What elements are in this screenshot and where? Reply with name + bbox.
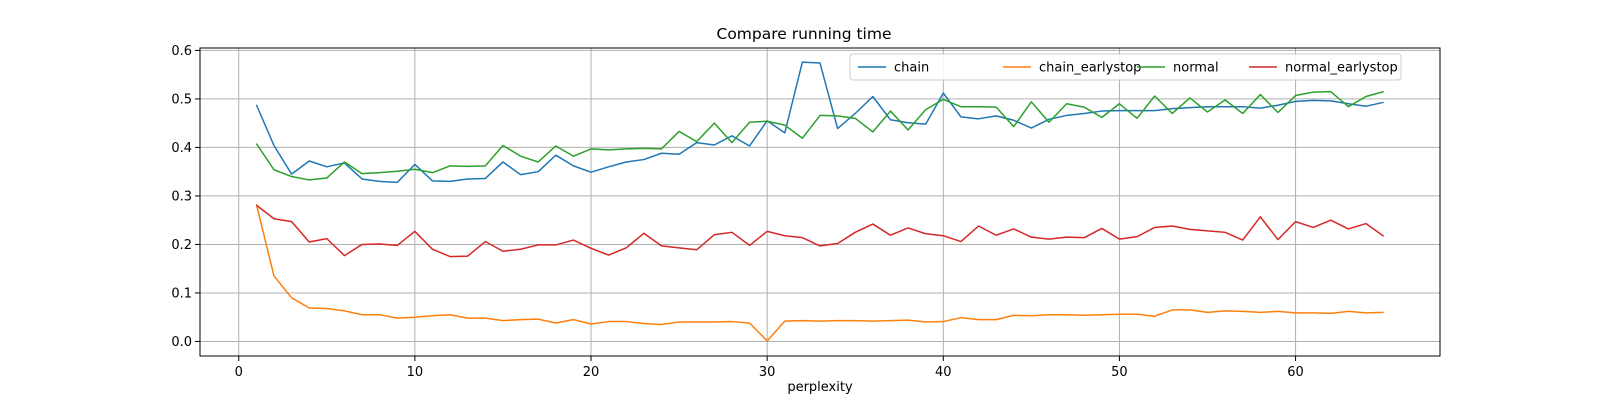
x-tick-label: 20 — [583, 365, 600, 380]
x-axis-label: perplexity — [787, 380, 853, 395]
series-line-chain — [255, 61, 1384, 184]
legend-label-normal: normal — [1173, 61, 1219, 76]
legend-label-chain-earlystop: chain_earlystop — [1039, 61, 1141, 76]
y-tick-label: 0.3 — [171, 189, 192, 204]
x-tick-label: 10 — [407, 365, 424, 380]
y-tick-label: 0.6 — [171, 44, 192, 59]
y-axis: 0.0 0.1 0.2 0.3 0.4 0.5 0.6 — [171, 44, 200, 350]
x-tick-label: 30 — [759, 365, 776, 380]
chart-title: Compare running time — [717, 25, 892, 43]
legend: chain chain_earlystop normal normal_earlyst… — [849, 53, 1402, 81]
plot-area-frame — [199, 47, 1441, 357]
legend-label-normal-earlystop: normal_earlystop — [1285, 61, 1398, 76]
x-tick-label: 40 — [935, 365, 952, 380]
x-tick-label: 60 — [1287, 365, 1304, 380]
y-tick-label: 0.1 — [171, 286, 192, 301]
series-line-normal — [255, 90, 1384, 181]
grid — [200, 48, 1440, 356]
legend-box — [849, 53, 1402, 81]
series-lines — [255, 61, 1385, 342]
x-tick-label: 0 — [235, 365, 243, 380]
x-axis: 0 10 20 30 40 50 60 — [235, 356, 1304, 380]
y-tick-label: 0.0 — [171, 335, 192, 350]
y-tick-label: 0.4 — [171, 141, 192, 156]
legend-label-chain: chain — [894, 61, 929, 76]
x-tick-label: 50 — [1111, 365, 1128, 380]
y-tick-label: 0.5 — [171, 92, 192, 107]
series-line-normal-earlystop — [255, 204, 1385, 258]
series-line-chain-earlystop — [255, 204, 1384, 342]
y-tick-label: 0.2 — [171, 238, 192, 253]
